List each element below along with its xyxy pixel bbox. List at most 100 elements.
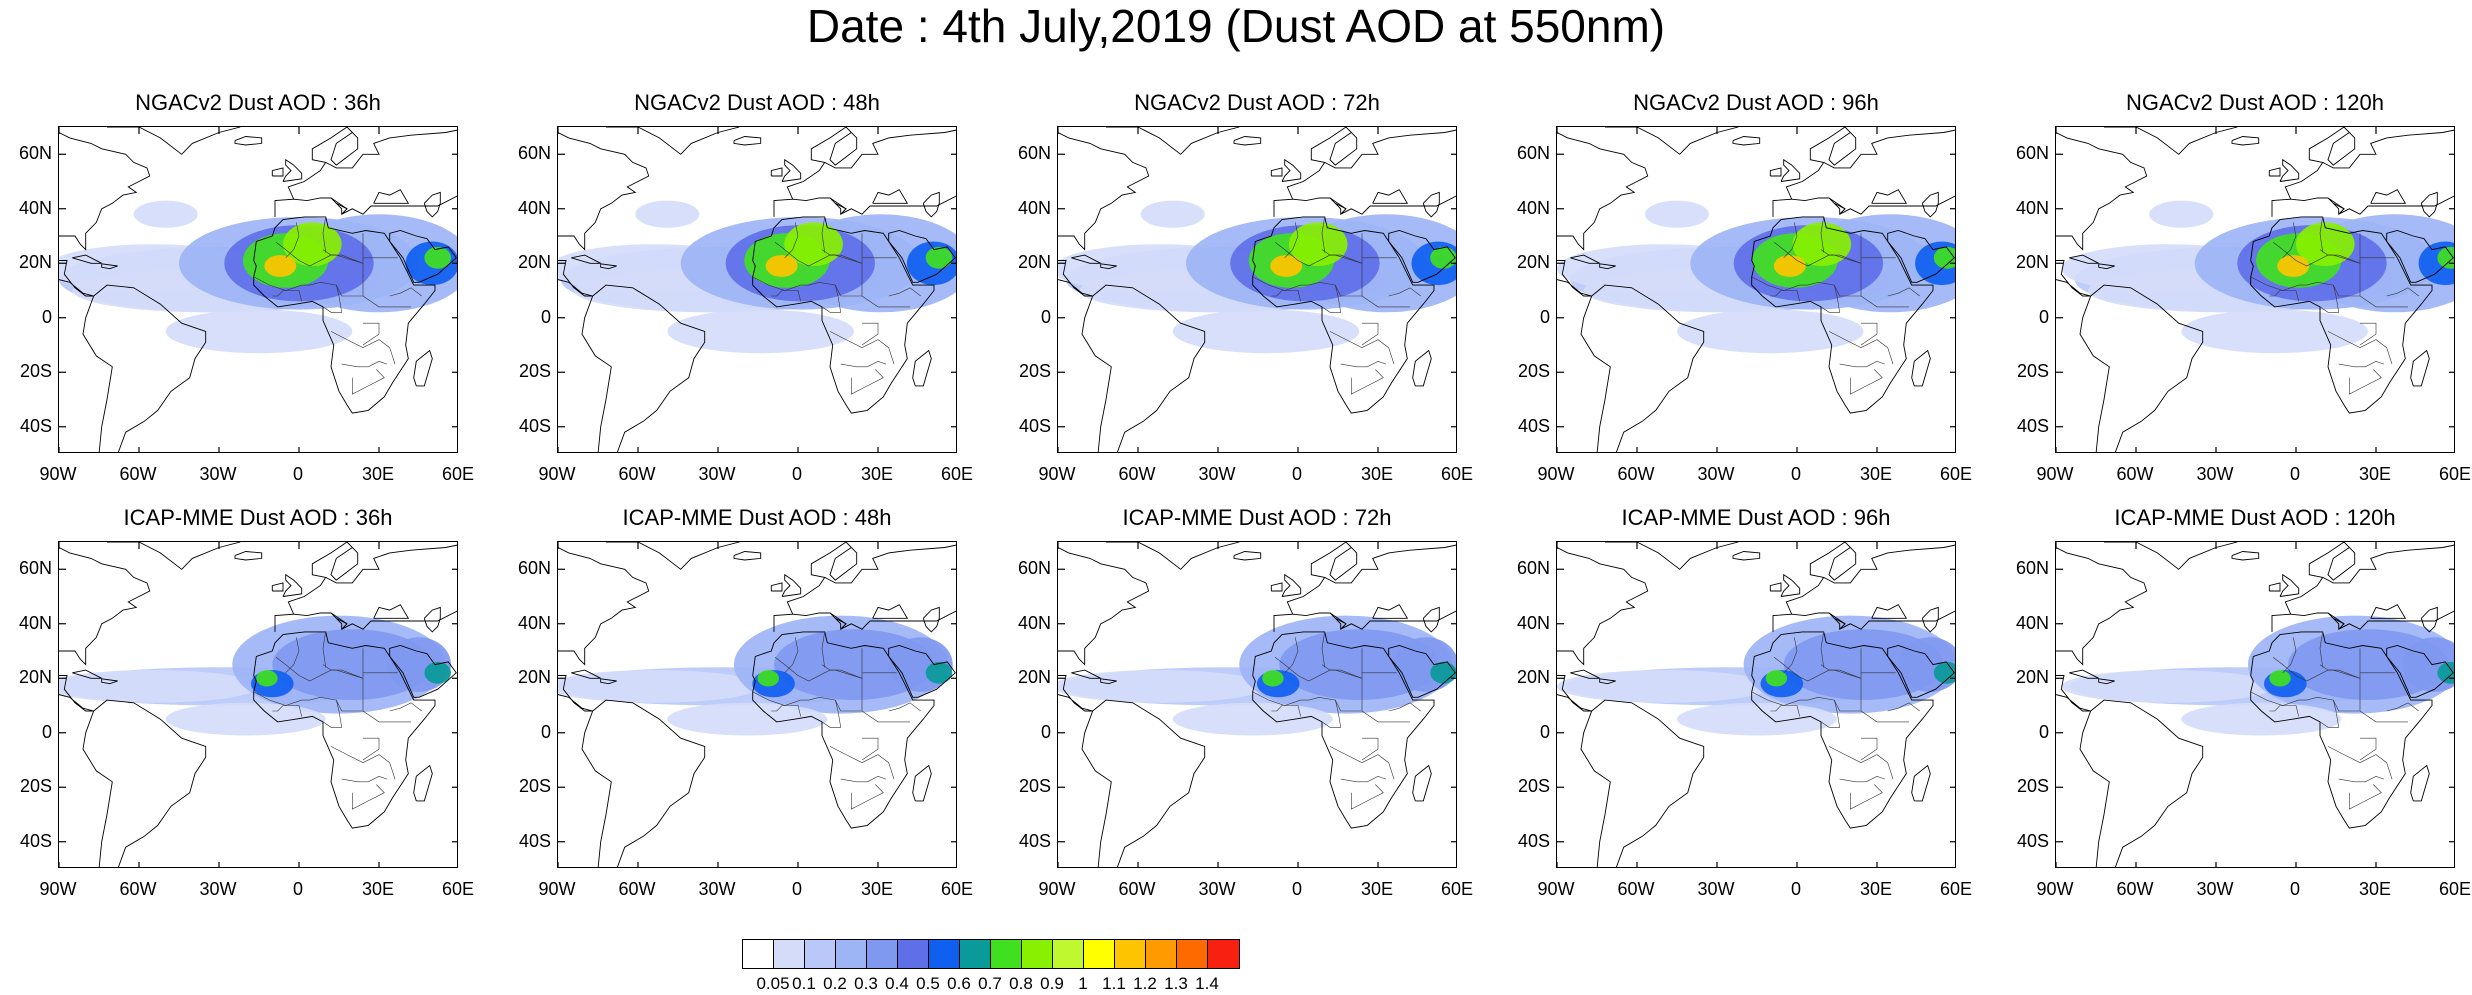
- coastline: [2327, 127, 2356, 166]
- coastline: [413, 764, 433, 802]
- country-border: [2282, 637, 2297, 674]
- coastline: [1921, 191, 1939, 218]
- dust-plume-area: [1279, 629, 1440, 700]
- country-border: [861, 710, 910, 723]
- coastline: [1818, 612, 1846, 631]
- coastline: [330, 127, 359, 166]
- dust-plume-area: [1058, 670, 1266, 703]
- dust-aod-map: [59, 542, 457, 867]
- coastline: [2420, 191, 2438, 218]
- coastline: [1772, 542, 1846, 632]
- coastline: [101, 263, 118, 270]
- coastline: [1281, 158, 1302, 182]
- map-panel: NGACv2 Dust AOD : 48h 60N 40N 20N 0 20S 40S 90W…: [518, 90, 973, 495]
- lat-tick-label: 20N: [517, 252, 551, 273]
- dust-plume-area: [667, 702, 828, 736]
- coastline: [770, 582, 783, 592]
- coastline: [1252, 216, 1435, 414]
- coastline: [1329, 542, 1358, 581]
- lon-tick-label: 60W: [618, 464, 656, 484]
- coastline: [1058, 260, 1093, 297]
- colorbar-box: [960, 940, 991, 968]
- country-border: [1751, 657, 1862, 712]
- coastline: [829, 542, 858, 581]
- coastline: [1273, 542, 1347, 632]
- country-border: [1887, 287, 1920, 297]
- lon-tick-label: 30E: [860, 879, 894, 899]
- coastline: [1751, 631, 1934, 829]
- country-border: [1388, 702, 1421, 712]
- dust-plume-area: [2269, 670, 2291, 687]
- lon-tick-label: 60E: [940, 879, 974, 899]
- colorbar-label: 0.3: [854, 974, 878, 993]
- dust-plume-area: [784, 222, 843, 266]
- colorbar: [742, 939, 1240, 969]
- coastline: [1599, 678, 1616, 685]
- country-border: [861, 295, 910, 308]
- coastline: [325, 544, 457, 584]
- coastline: [1324, 129, 1456, 169]
- country-border: [840, 360, 887, 368]
- country-border: [1361, 737, 1379, 761]
- coastline: [888, 230, 956, 283]
- dust-plume-area: [1933, 246, 1955, 269]
- country-border: [821, 233, 863, 264]
- coastline: [752, 216, 935, 414]
- country-border: [1350, 784, 1384, 810]
- coastline: [2317, 612, 2345, 631]
- coastline: [558, 260, 593, 297]
- country-border: [1321, 700, 1342, 728]
- coastline: [1081, 284, 1206, 452]
- country-border: [2348, 784, 2382, 810]
- coastline: [2056, 675, 2091, 712]
- lon-tick-label: 60W: [1118, 464, 1156, 484]
- coastline: [829, 127, 858, 166]
- coastline: [253, 631, 436, 829]
- country-border: [1361, 710, 1410, 723]
- coastline: [824, 129, 956, 169]
- country-border: [341, 775, 388, 783]
- colorbar-label: 0.05: [756, 974, 790, 993]
- lon-tick-label: 30W: [1198, 879, 1236, 899]
- coastline: [2279, 573, 2300, 597]
- lat-tick-label: 0: [1539, 306, 1550, 327]
- coastline: [2268, 582, 2281, 592]
- coastline: [1557, 260, 1592, 297]
- country-border: [1839, 775, 1886, 783]
- coastline: [1252, 631, 1435, 829]
- country-border: [840, 775, 887, 783]
- country-border: [253, 242, 364, 297]
- coastline: [1081, 699, 1206, 867]
- map-panel: ICAP-MME Dust AOD : 48h 60N 40N 20N 0 20S 40S 9…: [518, 505, 973, 910]
- lat-tick-label: 20S: [1018, 776, 1051, 797]
- country-border: [1860, 737, 1878, 761]
- country-border: [2359, 710, 2408, 723]
- coastline: [581, 284, 706, 452]
- lon-tick-label: 30W: [199, 879, 237, 899]
- lon-tick-label: 0: [1790, 464, 1801, 484]
- coastline: [1071, 254, 1101, 264]
- colorbar-box: [1208, 940, 1239, 968]
- country-border: [351, 369, 385, 395]
- coastline: [1780, 158, 1801, 182]
- coastline: [1388, 230, 1456, 283]
- lat-tick-label: 20N: [517, 667, 551, 688]
- coastline: [1388, 645, 1456, 698]
- panel-title: NGACv2 Dust AOD : 120h: [2126, 90, 2384, 115]
- lon-tick-label: 90W: [1038, 464, 1076, 484]
- lon-tick-label: 90W: [39, 879, 77, 899]
- coastline: [2322, 544, 2454, 584]
- lat-tick-label: 40N: [2015, 612, 2049, 633]
- dust-aod-map: [1058, 542, 1456, 867]
- country-border: [888, 287, 921, 297]
- country-border: [2269, 705, 2299, 717]
- lat-tick-label: 0: [1539, 721, 1550, 742]
- lon-tick-label: 60E: [441, 879, 475, 899]
- country-border: [322, 631, 326, 668]
- lat-tick-label: 40N: [517, 197, 551, 218]
- lon-tick-label: 30W: [2196, 464, 2234, 484]
- country-border: [1284, 637, 1299, 674]
- lon-tick-label: 60E: [2438, 464, 2472, 484]
- country-border: [2319, 700, 2340, 728]
- lat-tick-label: 20S: [19, 361, 52, 382]
